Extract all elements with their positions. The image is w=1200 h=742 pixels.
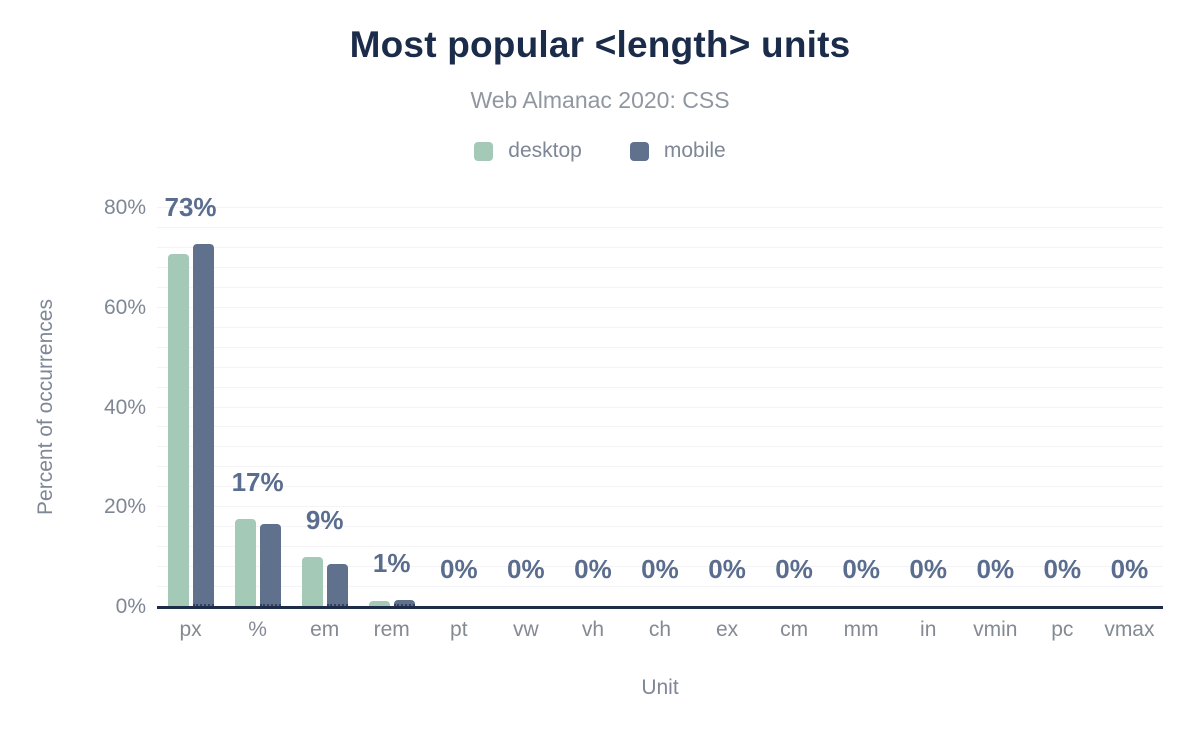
gridline [157,246,1163,248]
bar-group-ex: 0% [694,207,761,606]
desktop-bar-em [301,556,323,606]
bar-group-pt: 0% [425,207,492,606]
bar-group-vmin: 0% [962,207,1029,606]
gridline [157,446,1163,448]
mobile-swatch-icon [629,141,649,161]
x-tick-em: em [310,618,340,641]
mobile-bar-em [326,563,348,606]
x-tick-ex: ex [715,618,739,641]
x-tick-vmax: vmax [1104,618,1155,641]
bar-group-px: 73% [157,194,224,606]
value-label-em: 9% [305,504,344,535]
gridline [157,226,1163,228]
bar-group-mm: 0% [828,207,895,606]
value-label-cm: 0% [775,554,813,584]
y-tick-80: 80% [103,196,146,219]
mobile-bar-px [192,243,214,606]
gridline [157,286,1163,288]
legend: desktop mobile [0,139,1200,163]
x-tick-vh: vh [581,618,604,641]
value-label-px: 73% [164,191,217,222]
value-label-vh: 0% [574,554,612,584]
x-tick-vw: vw [513,618,539,641]
gridline [157,546,1163,548]
chart-subtitle: Web Almanac 2020: CSS [470,87,730,113]
x-tick-mm: mm [843,618,879,641]
bar-group-em: 9% [291,207,358,606]
x-axis-labels: px% em rem pt vw vh ch ex cm mm in vmin pc vmax [157,618,1163,642]
value-label-rem: 1% [372,548,411,579]
bar-pair-px [167,243,214,606]
bar-group-in: 0% [895,207,962,606]
legend-label-mobile: mobile [663,139,726,162]
x-axis-title: Unit [641,676,679,699]
desktop-swatch-icon [474,141,494,161]
bar-group-ch: 0% [626,207,693,606]
bar-group-vw: 0% [492,207,559,606]
gridline [157,386,1163,388]
gridline [157,566,1163,568]
value-label-ch: 0% [641,554,679,584]
value-label-vw: 0% [507,554,545,584]
x-tick-px: px [179,618,202,641]
bar-group-vh: 0% [559,207,626,606]
gridline [157,326,1163,328]
mobile-bar-% [259,524,281,606]
bar-group-pc: 0% [1029,207,1096,606]
bar-pair-rem [368,600,415,606]
y-tick-40: 40% [103,395,146,419]
chart-title: Most popular <length> units [349,24,851,65]
desktop-bar-rem [368,600,390,606]
x-tick-in: in [920,618,937,641]
legend-label-desktop: desktop [508,139,582,162]
gridline [157,526,1163,528]
bar-group-%: 17% [224,207,291,606]
gridline [157,306,1163,308]
bar-group-rem: 1% [358,207,425,606]
x-tick-cm: cm [780,618,809,641]
y-tick-60: 60% [103,295,146,319]
bar-pair-em [301,556,348,606]
value-label-%: 17% [231,466,284,497]
bar-group-cm: 0% [761,207,828,606]
value-label-vmax: 0% [1110,554,1149,584]
bar-groups: 73% 17% 9% 1% 0% 0% 0% 0% 0% 0% 0% 0% 0% 0% 0% [157,194,1163,606]
desktop-bar-% [234,518,256,606]
x-tick-%: % [248,618,267,641]
value-label-ex: 0% [708,554,746,584]
legend-item-desktop: desktop [474,139,582,163]
value-label-in: 0% [909,554,948,584]
x-tick-rem: rem [373,618,410,641]
y-tick-0: 0% [115,595,146,618]
value-label-pc: 0% [1043,554,1082,584]
x-tick-vmin: vmin [973,618,1018,641]
y-tick-20: 20% [103,495,146,519]
desktop-bar-px [167,254,189,606]
value-label-pt: 0% [439,554,478,584]
gridline [157,346,1163,348]
gridline [157,366,1163,368]
x-tick-ch: ch [648,618,672,641]
plot-area: 73% 17% 9% 1% 0% 0% 0% 0% 0% 0% 0% 0% 0% 0% 0% [157,194,1163,609]
value-label-vmin: 0% [976,554,1015,584]
gridline [157,426,1163,428]
legend-item-mobile: mobile [629,139,726,163]
x-tick-pc: pc [1051,618,1074,641]
gridline [157,207,1163,208]
mobile-bar-rem [393,600,415,606]
bar-group-vmax: 0% [1096,207,1163,606]
gridline [157,466,1163,468]
gridline [157,406,1163,408]
x-tick-pt: pt [450,618,468,641]
bar-pair-% [234,518,281,606]
gridline [157,266,1163,268]
gridline [157,506,1163,508]
gridline [157,486,1163,488]
value-label-mm: 0% [842,554,880,584]
gridline [157,586,1163,588]
